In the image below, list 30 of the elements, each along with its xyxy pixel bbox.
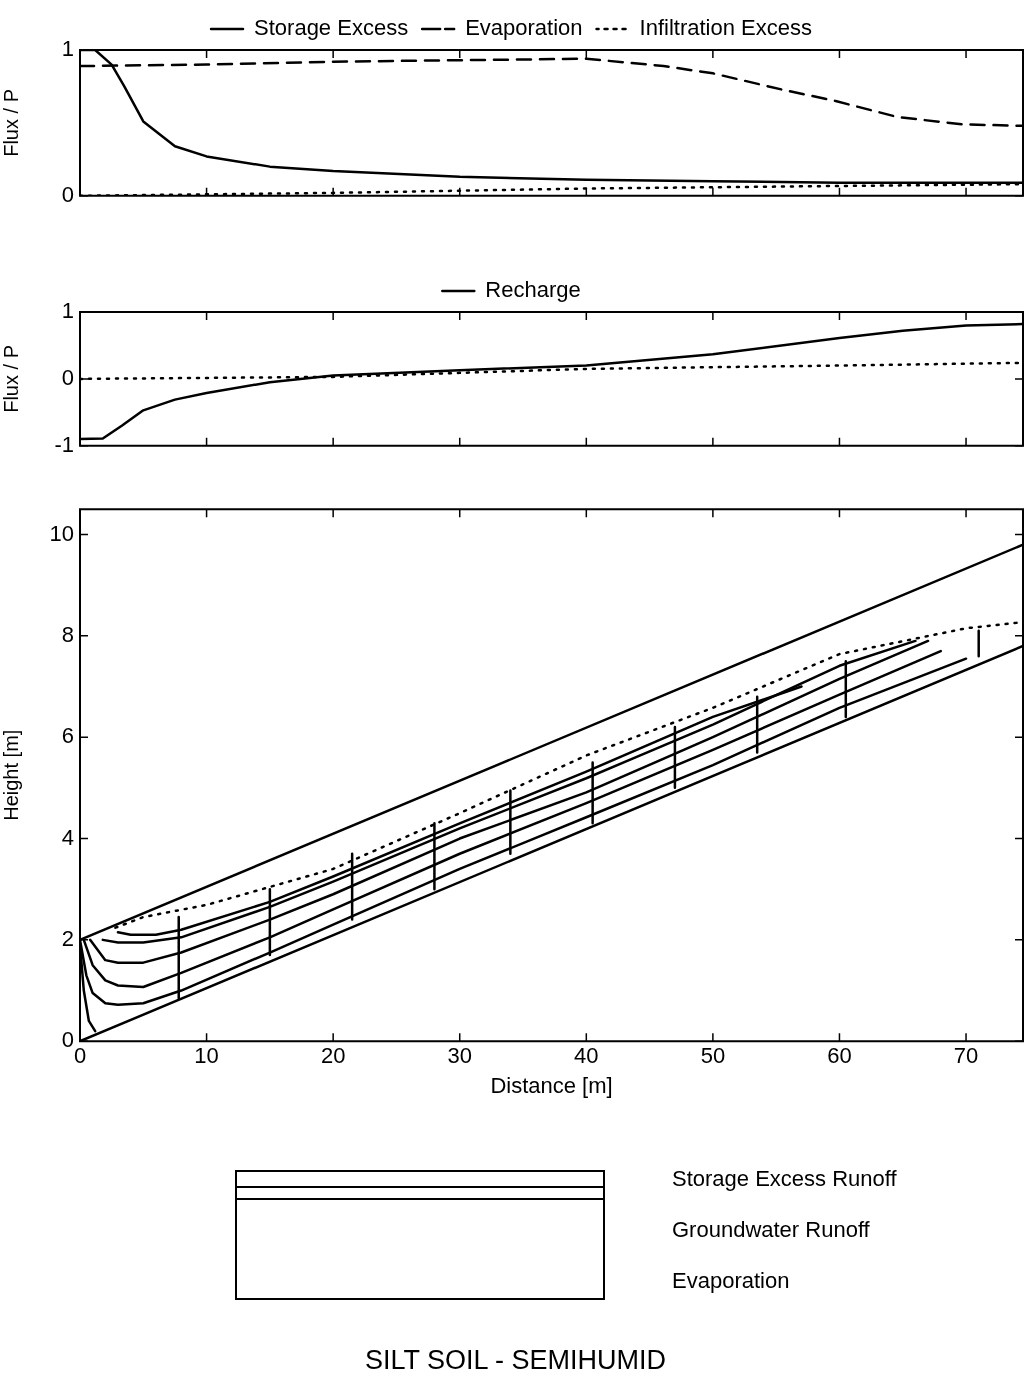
x-tick-label: 60 [827, 1043, 852, 1069]
x-tick-label: 40 [574, 1043, 599, 1069]
text: Storage Excess Runoff [672, 1166, 897, 1192]
y-tick-label: 0 [61, 1027, 74, 1053]
text: SILT SOIL - SEMIHUMID [363, 1345, 668, 1376]
y-tick-label: 1 [61, 36, 74, 62]
legend-label: Storage Excess [254, 15, 409, 41]
x-tick-label: 30 [447, 1043, 472, 1069]
y-tick-label: 10 [49, 520, 74, 546]
y-tick-label: 4 [61, 824, 74, 850]
text: Groundwater Runoff [672, 1217, 870, 1243]
y-tick-label: 8 [61, 621, 74, 647]
x-tick-label: 10 [194, 1043, 219, 1069]
y-tick-label: 2 [61, 925, 74, 951]
y-tick-label: 6 [61, 723, 74, 749]
y-axis-title: Flux / P [0, 345, 22, 413]
legend-label: Infiltration Excess [639, 15, 812, 41]
x-tick-label: 50 [700, 1043, 726, 1069]
y-tick-label: 1 [61, 298, 74, 324]
y-axis-title: Height [m] [0, 729, 22, 821]
y-tick-label: -1 [54, 431, 74, 457]
x-axis-title: Distance [m] [490, 1072, 613, 1098]
legend-label: Recharge [485, 277, 581, 303]
y-axis-title: Flux / P [0, 89, 22, 157]
legend-label: Evaporation [465, 15, 583, 41]
y-tick-label: 0 [61, 364, 74, 390]
x-tick-label: 70 [953, 1043, 979, 1069]
text: Evaporation [672, 1268, 790, 1294]
y-tick-label: 0 [61, 181, 74, 207]
x-tick-label: 20 [320, 1043, 346, 1069]
